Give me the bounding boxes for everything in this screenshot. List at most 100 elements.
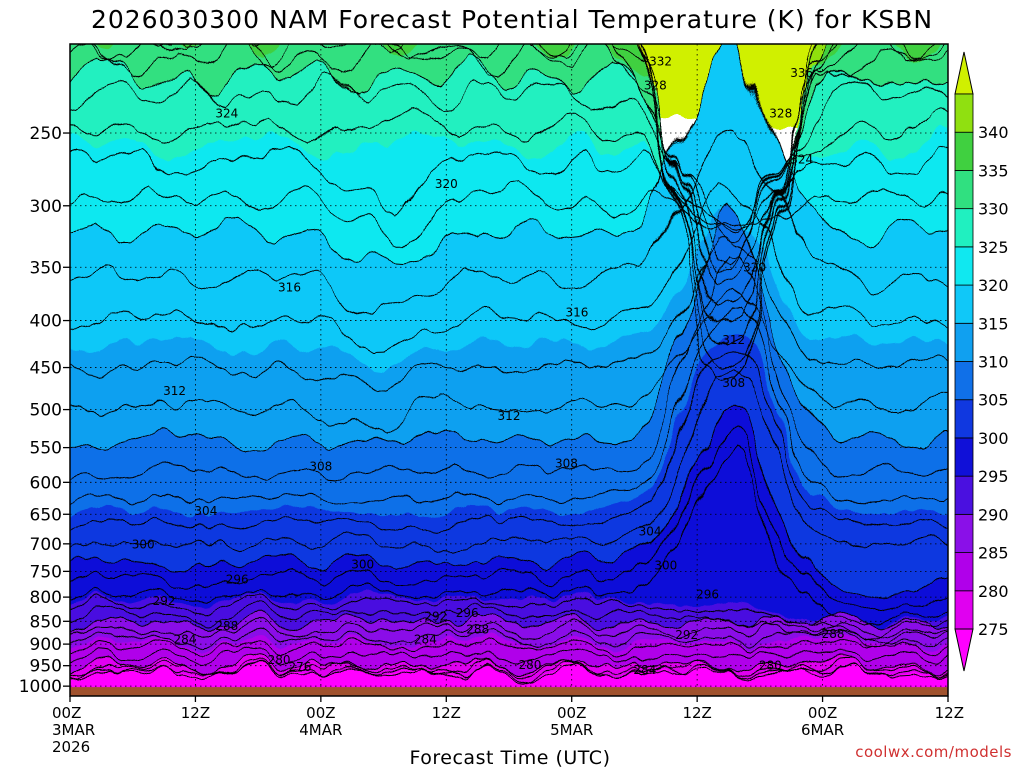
colorbar-label-320: 320 [978,276,1009,295]
isentrope-336 [168,44,929,307]
contour-label-312: 312 [163,384,186,398]
isentrope-342 [637,44,820,371]
pressure-axis: 250 300 350 400 450 500 550 600 650 700 750 800 850 9… [19,124,70,697]
contour-label-280: 280 [759,659,782,673]
isentrope-284 [70,641,948,651]
y-tick-label-450: 450 [30,359,62,379]
colorbar-swatch-280 [954,552,974,592]
contour-label-284: 284 [414,633,437,647]
isentrope-278 [70,663,948,673]
y-tick-label-900: 900 [30,635,62,655]
x-tick-label-48: 00Z 5MAR [550,704,593,739]
plot-frame [69,43,949,697]
isentrope-326 [70,113,948,230]
colorbar-top-cap [954,51,974,95]
isentrope-308 [70,254,948,480]
contour-label-288: 288 [822,627,845,641]
isentrope-328 [70,79,948,240]
contour-label-312: 312 [722,333,745,347]
isentrope-322 [70,183,948,240]
isentrope-304 [70,351,948,530]
colorbar-label-315: 315 [978,314,1009,333]
colorbar-legend: 275 280 285 290 295 300 305 310 315 320 325 330 335 3… [954,51,1009,672]
colorbar-swatch-275 [954,590,974,630]
y-tick-label-1000: 1000 [19,677,62,697]
contour-label-292: 292 [424,610,447,624]
y-tick-label-400: 400 [30,312,62,332]
isentrope-312 [70,292,948,435]
y-tick-label-650: 650 [30,505,62,525]
x-tick-label-84: 12Z [935,704,964,722]
colorbar-swatch-290 [954,475,974,515]
contour-label-296: 296 [456,606,479,620]
x-tick-label-36: 12Z [432,704,461,722]
isentrope-294 [70,599,948,638]
colorbar-swatch-340 [954,93,974,133]
colorbar-swatch-285 [954,513,974,553]
contour-label-336: 336 [790,66,813,80]
colorbar-swatch-320 [954,246,974,286]
y-tick-label-950: 950 [30,657,62,677]
chart-title: 2026030300 NAM Forecast Potential Temper… [91,5,933,34]
colorbar-swatch-300 [954,399,974,439]
isentrope-292 [70,609,948,644]
isentrope-318 [70,128,948,315]
colorbar-label-310: 310 [978,353,1009,372]
contour-label-284: 284 [174,633,197,647]
y-tick-label-250: 250 [30,124,62,144]
colorbar-swatch-310 [954,322,974,362]
isentrope-288 [70,625,948,636]
contour-label-288: 288 [466,623,489,637]
contour-label-292: 292 [153,594,176,608]
colorbar-label-285: 285 [978,544,1009,563]
isentrope-310 [70,199,948,449]
contour-label-308: 308 [722,376,745,390]
x-tick-label-24: 00Z 4MAR [299,704,342,739]
contour-label-312: 312 [498,409,521,423]
y-tick-label-750: 750 [30,562,62,582]
y-tick-label-800: 800 [30,588,62,608]
colorbar-label-335: 335 [978,161,1009,180]
isentrope-280 [70,660,948,670]
contour-label-316: 316 [565,305,588,319]
colorbar-label-330: 330 [978,200,1009,219]
colorbar-label-300: 300 [978,429,1009,448]
isentrope-344 [635,44,817,384]
colorbar-label-295: 295 [978,467,1009,486]
isentrope-296 [70,453,948,626]
contour-label-296: 296 [696,588,719,602]
time-axis: 00Z 3MAR 2026 12Z 00Z 4MAR 12Z 00Z 5MAR 12Z 00Z 6MA… [52,696,964,756]
contour-label-328: 328 [769,106,792,120]
y-tick-label-350: 350 [30,258,62,278]
y-tick-label-700: 700 [30,535,62,555]
isentrope-282 [70,650,948,661]
x-tick-label-72: 00Z 6MAR [801,704,844,739]
x-axis-title: Forecast Time (UTC) [410,747,611,768]
contour-label-292: 292 [675,628,698,642]
contour-label-332: 332 [649,55,672,69]
colorbar-swatch-305 [954,361,974,401]
isentrope-274 [70,667,948,677]
isentrope-314 [70,236,948,394]
contour-label-304: 304 [194,504,217,518]
contour-label-308: 308 [555,456,578,470]
isentrope-324 [70,146,948,228]
contour-label-280: 280 [268,653,291,667]
y-tick-label-850: 850 [30,612,62,632]
isentrope-286 [70,633,948,644]
x-tick-label-12: 12Z [181,704,210,722]
contour-label-284: 284 [633,663,656,677]
plot-area: 332 328 336 324 328 324 320 316 320 316 312 312 308 3… [70,44,948,696]
colorbar-label-290: 290 [978,505,1009,524]
contour-labels: 332 328 336 324 328 324 320 316 320 316 312 312 308 3… [132,55,845,677]
colorbar-swatch-325 [954,208,974,248]
contour-label-324: 324 [790,152,813,166]
contour-label-276: 276 [288,660,311,674]
isentrope-contours [70,44,948,677]
y-tick-label-550: 550 [30,439,62,459]
isentrope-316 [70,182,948,354]
colorbar-label-280: 280 [978,582,1009,601]
isentrope-340 [634,44,830,345]
colorbar-label-305: 305 [978,391,1009,410]
